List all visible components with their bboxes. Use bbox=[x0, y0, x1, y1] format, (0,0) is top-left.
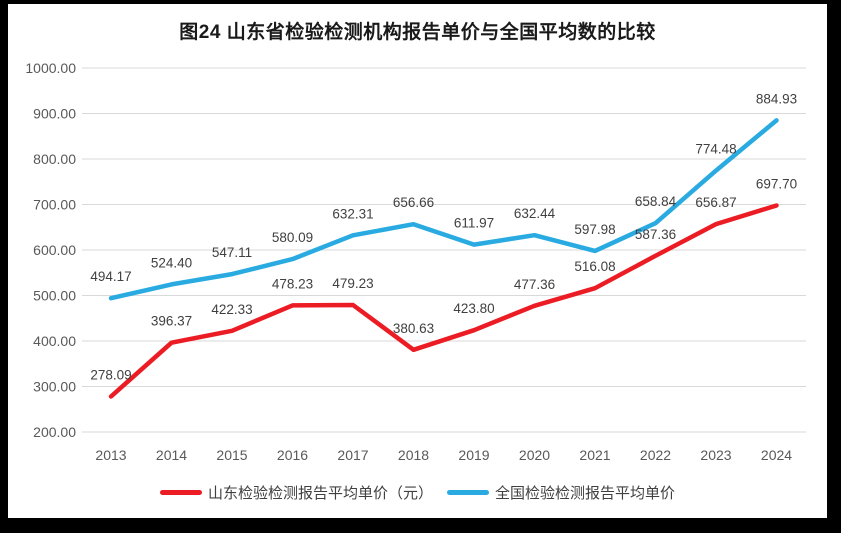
data-label-s1: 547.11 bbox=[212, 245, 252, 260]
legend-label-national: 全国检验检测报告平均单价 bbox=[495, 485, 676, 502]
legend-item-national: 全国检验检测报告平均单价 bbox=[447, 482, 675, 503]
y-axis-tick-label: 500.00 bbox=[33, 288, 76, 304]
data-label-s0: 587.36 bbox=[635, 227, 676, 242]
legend-line-marker-national bbox=[447, 490, 489, 495]
x-axis-tick-label: 2016 bbox=[277, 447, 308, 463]
legend-item-shandong: 山东检验检测报告平均单价（元） bbox=[159, 482, 433, 503]
x-axis-tick-label: 2020 bbox=[519, 447, 550, 463]
y-axis-tick-label: 700.00 bbox=[33, 197, 76, 213]
data-label-s0: 479.23 bbox=[332, 276, 373, 291]
series-line-0 bbox=[108, 203, 779, 399]
x-axis-tick-label: 2021 bbox=[579, 447, 610, 463]
data-label-s1: 632.44 bbox=[514, 206, 556, 221]
y-axis-tick-label: 600.00 bbox=[33, 242, 76, 258]
x-axis-tick-label: 2019 bbox=[458, 447, 489, 463]
y-axis-tick-label: 900.00 bbox=[33, 106, 76, 122]
series-line-1 bbox=[108, 118, 779, 301]
legend-label-shandong: 山东检验检测报告平均单价（元） bbox=[207, 485, 433, 502]
data-label-s0: 422.33 bbox=[211, 302, 252, 317]
y-axis-tick-label: 1000.00 bbox=[25, 60, 76, 76]
x-axis-tick-label: 2024 bbox=[761, 447, 792, 463]
y-axis-tick-label: 800.00 bbox=[33, 151, 76, 167]
data-label-s1: 632.31 bbox=[332, 206, 373, 221]
data-label-s0: 380.63 bbox=[393, 321, 434, 336]
data-label-s0: 477.36 bbox=[514, 277, 555, 292]
x-axis-tick-label: 2013 bbox=[95, 447, 126, 463]
y-axis-tick-label: 300.00 bbox=[33, 379, 76, 395]
data-label-s1: 884.93 bbox=[756, 91, 797, 106]
data-label-s0: 516.08 bbox=[574, 259, 615, 274]
x-axis-tick-label: 2017 bbox=[337, 447, 368, 463]
data-label-s0: 423.80 bbox=[453, 301, 494, 316]
chart-legend: 山东检验检测报告平均单价（元） 全国检验检测报告平均单价 bbox=[8, 482, 827, 503]
x-axis-tick-label: 2022 bbox=[640, 447, 671, 463]
data-label-s0: 697.70 bbox=[756, 177, 797, 192]
data-label-s1: 524.40 bbox=[151, 255, 192, 270]
data-label-s1: 611.97 bbox=[454, 216, 494, 231]
data-label-s1: 774.48 bbox=[695, 142, 736, 157]
y-axis-tick-label: 200.00 bbox=[33, 424, 76, 440]
x-axis-tick-label: 2018 bbox=[398, 447, 429, 463]
data-label-s1: 580.09 bbox=[272, 230, 313, 245]
data-label-s1: 494.17 bbox=[90, 269, 131, 284]
data-label-s0: 278.09 bbox=[90, 368, 131, 383]
chart-canvas: 图24 山东省检验检测机构报告单价与全国平均数的比较 200.00 300.00 4… bbox=[8, 4, 827, 518]
x-axis-tick-label: 2014 bbox=[156, 447, 187, 463]
x-axis-tick-label: 2023 bbox=[700, 447, 731, 463]
x-axis-tick-label: 2015 bbox=[216, 447, 247, 463]
y-axis-tick-label: 400.00 bbox=[33, 333, 76, 349]
data-label-s1: 658.84 bbox=[635, 194, 677, 209]
data-label-s0: 396.37 bbox=[151, 314, 192, 329]
line-chart-plot: 200.00 300.00 400.00 500.00 600.00 700.00 800.… bbox=[25, 60, 806, 463]
data-label-s0: 478.23 bbox=[272, 276, 313, 291]
data-label-s1: 656.66 bbox=[393, 195, 434, 210]
data-label-s0: 656.87 bbox=[695, 195, 736, 210]
data-label-s1: 597.98 bbox=[574, 222, 615, 237]
chart-title: 图24 山东省检验检测机构报告单价与全国平均数的比较 bbox=[179, 22, 656, 43]
legend-line-marker-shandong bbox=[159, 490, 202, 495]
